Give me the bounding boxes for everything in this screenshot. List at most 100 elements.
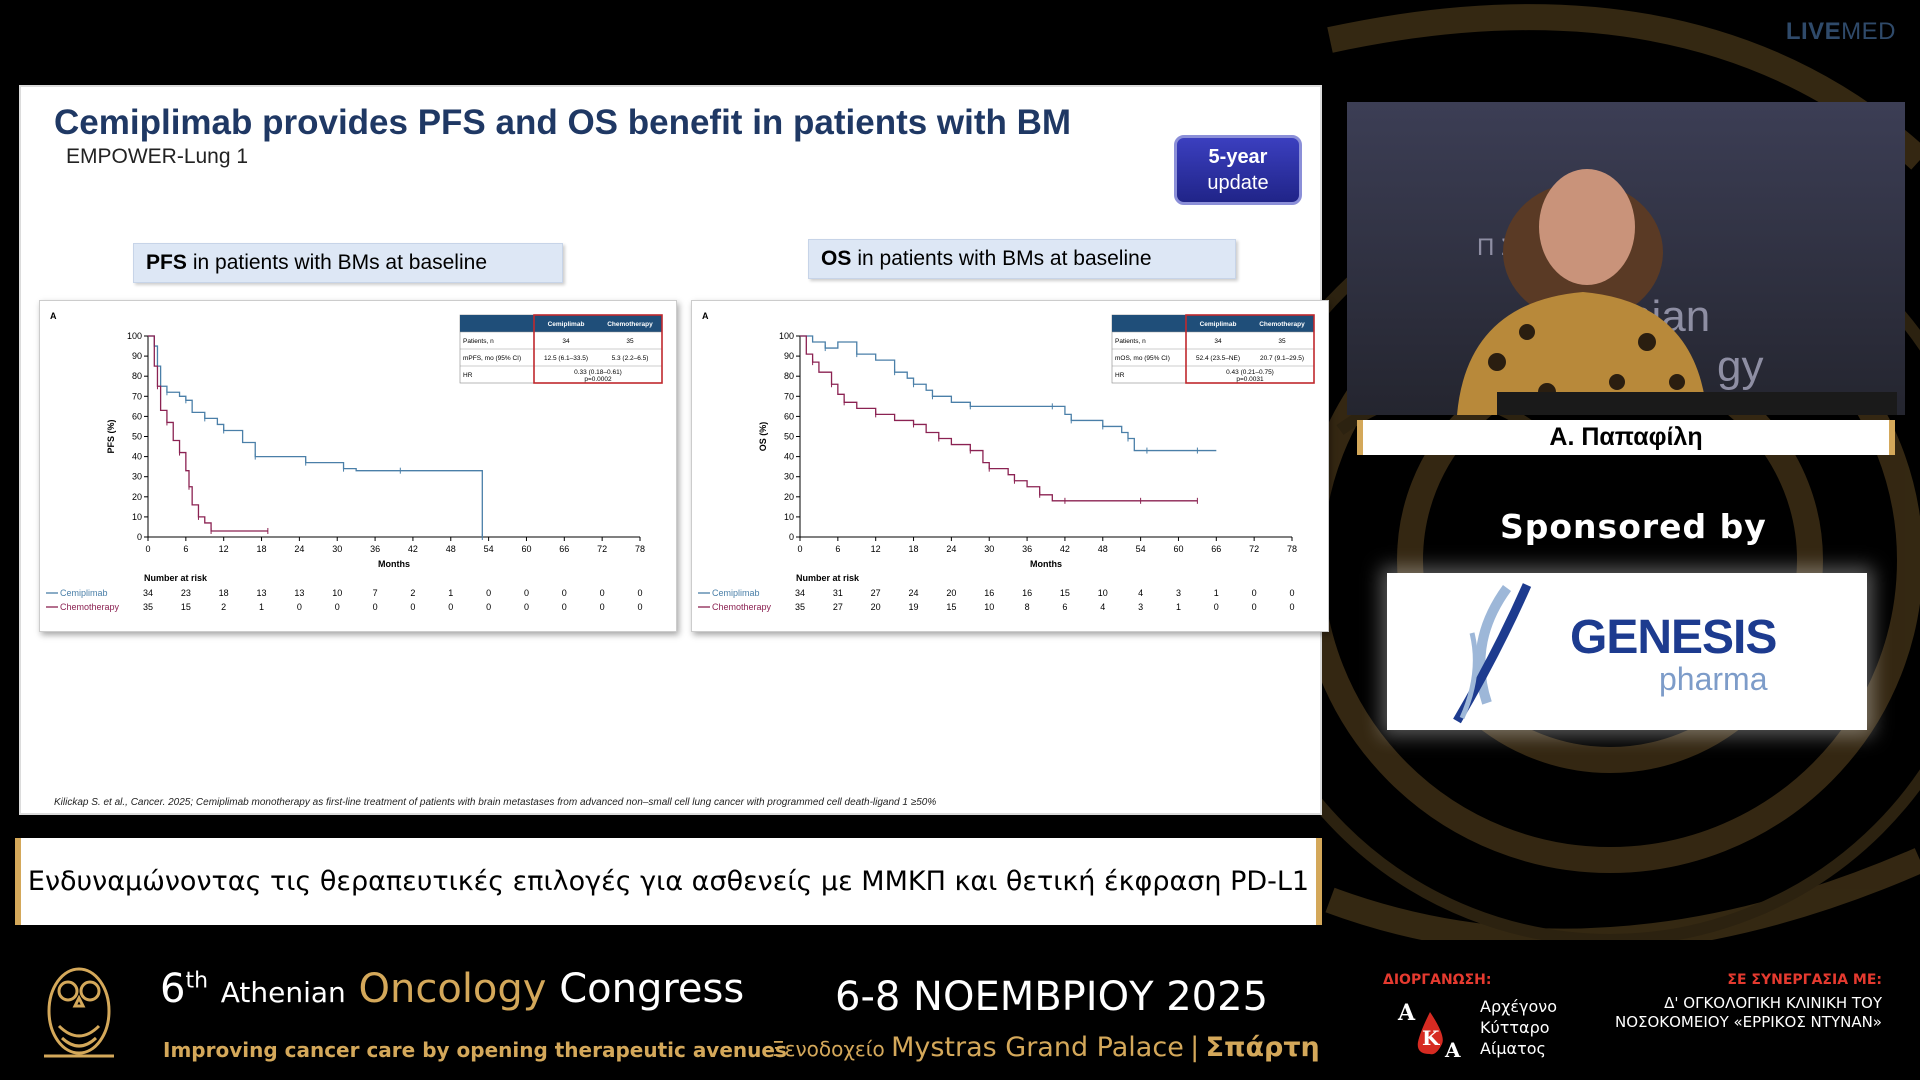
badge-line1: 5-year (1208, 146, 1268, 168)
summary-table-cell: Patients, n (1115, 338, 1146, 345)
os-km-chart: A 0 10 20 30 40 50 60 70 80 90 100 0 6 12 18 24 30 36 42 48 5… (691, 300, 1329, 632)
x-tick-label: 0 (797, 544, 802, 554)
x-tick-label: 66 (1211, 544, 1221, 554)
risk-value: 23 (181, 588, 191, 598)
risk-value: 7 (373, 588, 378, 598)
summary-table-cell: 0.33 (0.18–0.61) (574, 369, 622, 376)
org-logo-a: Α (1398, 1000, 1416, 1026)
risk-value: 0 (486, 588, 491, 598)
x-tick-label: 0 (145, 544, 150, 554)
livemed-logo-b: MED (1841, 18, 1896, 45)
risk-value: 0 (1289, 588, 1294, 598)
x-tick-label: 48 (446, 544, 456, 554)
organizer-label: ΔΙΟΡΓΑΝΩΣΗ: (1383, 972, 1492, 988)
risk-legend-label: Chemotherapy (60, 602, 120, 612)
summary-table-cell: mOS, mo (95% CI) (1115, 355, 1170, 362)
risk-value: 19 (909, 602, 919, 612)
risk-value: 0 (373, 602, 378, 612)
risk-legend-label: Cemiplimab (60, 588, 108, 598)
summary-table-cell: 5.3 (2.2–6.5) (612, 355, 649, 362)
x-tick-label: 12 (219, 544, 229, 554)
pfs-label-rest: in patients with BMs at baseline (192, 251, 487, 274)
x-tick-label: 48 (1098, 544, 1108, 554)
congress-title-c: Congress (559, 966, 745, 1012)
risk-value: 6 (1062, 602, 1067, 612)
x-axis-title: Months (1030, 559, 1062, 569)
pfs-chart-label: PFS in patients with BMs at baseline (133, 243, 563, 283)
pfs-km-chart: A 0 10 20 30 40 50 60 70 80 90 100 0 6 12 18 24 30 36 42 48 5… (39, 300, 677, 632)
y-tick-label: 0 (137, 532, 142, 542)
summary-table-cell: 12.5 (6.1–33.5) (544, 355, 588, 362)
risk-value: 0 (1252, 602, 1257, 612)
x-axis-title: Months (378, 559, 410, 569)
y-tick-label: 90 (132, 351, 142, 361)
y-tick-label: 50 (132, 432, 142, 442)
risk-value: 0 (448, 602, 453, 612)
congress-venue: Ξενοδοχείο Mystras Grand Palace | Σπάρτη (772, 1032, 1320, 1063)
org-line1: Αρχέγονο (1480, 997, 1557, 1016)
os-chart-label: OS in patients with BMs at baseline (808, 239, 1236, 279)
collaboration-name: Δ' ΟΓΚΟΛΟΓΙΚΗ ΚΛΙΝΙΚΗ ΤΟΥ ΝΟΣΟΚΟΜΕΙΟΥ «Ε… (1615, 994, 1882, 1032)
organizer-name: Αρχέγονο Κύτταρο Αίματος (1480, 996, 1557, 1059)
x-tick-label: 36 (370, 544, 380, 554)
km-curve-chemotherapy (148, 335, 268, 532)
summary-table-cell: 52.4 (23.5–NE) (1196, 355, 1240, 362)
x-tick-label: 18 (909, 544, 919, 554)
x-tick-label: 24 (294, 544, 304, 554)
y-axis-title: PFS (%) (106, 419, 116, 453)
livemed-logo-a: LIVE (1785, 18, 1842, 45)
owl-logo-icon (44, 967, 114, 1058)
y-tick-label: 10 (132, 512, 142, 522)
summary-table-header-bg (460, 315, 662, 332)
collab-line1: Δ' ΟΓΚΟΛΟΓΙΚΗ ΚΛΙΝΙΚΗ ΤΟΥ (1664, 994, 1882, 1012)
summary-table-cell: p=0.0002 (584, 376, 612, 383)
risk-table-title: Number at risk (796, 573, 860, 583)
venue-city: Σπάρτη (1205, 1032, 1320, 1063)
summary-table-cell: p=0.0031 (1236, 376, 1264, 383)
risk-value: 0 (637, 588, 642, 598)
speaker-figure (1457, 169, 1897, 415)
summary-table-highlight (1185, 314, 1315, 384)
slide-subtitle: EMPOWER-Lung 1 (66, 145, 249, 168)
risk-value: 18 (219, 588, 229, 598)
summary-table-header-bg (1112, 315, 1314, 332)
risk-value: 24 (909, 588, 919, 598)
congress-footer: 6th Athenian Oncology Congress Improving… (0, 940, 1920, 1080)
x-tick-label: 78 (635, 544, 645, 554)
x-tick-label: 42 (1060, 544, 1070, 554)
summary-table-cell: 35 (1278, 338, 1286, 345)
summary-table-cell: mPFS, mo (95% CI) (463, 355, 521, 362)
risk-value: 1 (259, 602, 264, 612)
x-tick-label: 60 (1173, 544, 1183, 554)
collaboration-label: ΣΕ ΣΥΝΕΡΓΑΣΙΑ ΜΕ: (1727, 972, 1882, 988)
summary-table-header: Cemiplimab (548, 321, 585, 328)
congress-tagline: Improving cancer care by opening therape… (163, 1038, 787, 1062)
summary-table-cell: HR (463, 372, 473, 379)
risk-value: 13 (294, 588, 304, 598)
x-tick-label: 30 (984, 544, 994, 554)
presentation-slide: Cemiplimab provides PFS and OS benefit i… (19, 85, 1329, 815)
y-tick-label: 80 (132, 371, 142, 381)
summary-table-cell: 34 (1214, 338, 1222, 345)
risk-value: 16 (1022, 588, 1032, 598)
risk-value: 4 (1138, 588, 1143, 598)
risk-value: 1 (448, 588, 453, 598)
x-tick-label: 6 (835, 544, 840, 554)
summary-table-header: Chemotherapy (1259, 321, 1305, 328)
congress-ordinal-sup: th (185, 968, 209, 994)
x-tick-label: 66 (559, 544, 569, 554)
venue-sep: | (1190, 1032, 1200, 1063)
x-tick-label: 72 (1249, 544, 1259, 554)
os-label-bold: OS (821, 247, 852, 270)
risk-value: 15 (1060, 588, 1070, 598)
risk-value: 0 (297, 602, 302, 612)
collab-line2: ΝΟΣΟΚΟΜΕΙΟΥ «ΕΡΡΙΚΟΣ ΝΤΥΝΑΝ» (1614, 1013, 1882, 1031)
risk-value: 0 (562, 588, 567, 598)
x-tick-label: 12 (871, 544, 881, 554)
slide-citation: Kilickap S. et al., Cancer. 2025; Cemipl… (54, 797, 937, 808)
y-tick-label: 20 (784, 492, 794, 502)
y-tick-label: 50 (784, 432, 794, 442)
risk-value: 3 (1176, 588, 1181, 598)
risk-value: 4 (1100, 602, 1105, 612)
